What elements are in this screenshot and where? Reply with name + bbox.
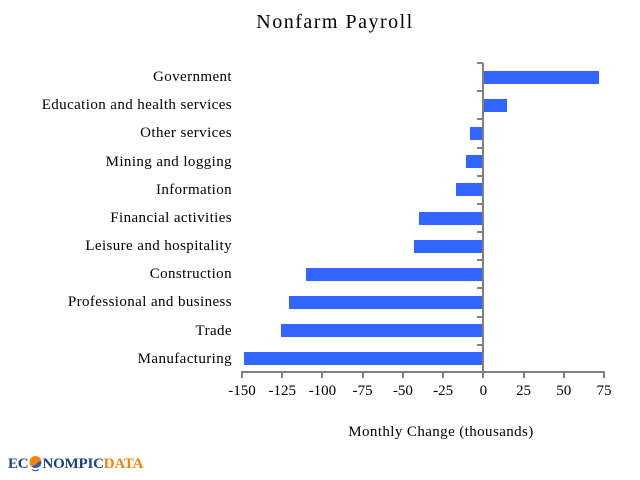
category-axis-tick (477, 315, 484, 318)
x-axis (241, 371, 605, 373)
category-label: Mining and logging (105, 153, 232, 170)
x-axis-tick (562, 371, 565, 378)
x-axis-tick (321, 371, 324, 378)
category-axis-tick (477, 62, 484, 64)
category-axis-tick (477, 174, 484, 177)
x-axis-tick (401, 371, 404, 378)
x-axis-tick (482, 371, 485, 378)
category-label: Leisure and hospitality (85, 238, 232, 255)
econompicdata-logo: EC NOMPIC DATA (8, 455, 143, 473)
category-label: Other services (140, 125, 232, 142)
x-axis-tick (281, 371, 284, 378)
bar (455, 183, 484, 197)
category-axis-tick (477, 202, 484, 205)
category-axis-tick (477, 90, 484, 93)
bar (483, 70, 600, 84)
logo-text-middle: NOMPIC (42, 455, 104, 472)
bar (483, 98, 508, 112)
x-axis-tick (361, 371, 364, 378)
zero-axis (482, 63, 485, 377)
x-tick-label: 25 (516, 383, 532, 399)
bar (465, 155, 484, 169)
x-axis-tick (241, 371, 243, 378)
globe-icon (28, 455, 42, 473)
bar (418, 211, 484, 225)
x-tick-label: -75 (352, 383, 373, 399)
bar (470, 126, 484, 140)
category-label: Education and health services (41, 97, 232, 114)
x-axis-tick (603, 371, 605, 378)
x-tick-label: -150 (228, 383, 256, 399)
category-axis-tick (477, 118, 484, 121)
bar (414, 239, 484, 253)
category-axis-tick (477, 287, 484, 290)
category-label: Financial activities (110, 209, 232, 226)
category-label: Construction (149, 266, 232, 283)
category-label: Trade (195, 322, 232, 339)
bar (288, 296, 484, 310)
category-label: Manufacturing (137, 350, 232, 367)
x-axis-tick (442, 371, 445, 378)
x-tick-label: 50 (556, 383, 572, 399)
bar (243, 352, 484, 366)
logo-text-prefix: EC (8, 455, 29, 472)
x-axis-tick (522, 371, 525, 378)
x-tick-label: -50 (392, 383, 413, 399)
x-tick-label: -25 (433, 383, 454, 399)
category-axis-tick (477, 146, 484, 149)
x-tick-label: -125 (268, 383, 296, 399)
x-tick-label: 75 (596, 383, 612, 399)
x-tick-label: -100 (308, 383, 337, 399)
logo-text-suffix: DATA (103, 455, 144, 472)
bar (280, 324, 484, 338)
category-label: Government (153, 69, 232, 85)
x-axis-title: Monthly Change (thousands) (348, 424, 534, 440)
bar (306, 267, 484, 281)
category-axis-tick (477, 343, 484, 346)
x-tick-label: 0 (479, 383, 488, 399)
category-label: Professional and business (67, 294, 232, 311)
category-axis-tick (477, 259, 484, 262)
chart-title: Nonfarm Payroll (256, 11, 414, 33)
category-axis-tick (477, 231, 484, 234)
category-label: Information (155, 181, 232, 198)
